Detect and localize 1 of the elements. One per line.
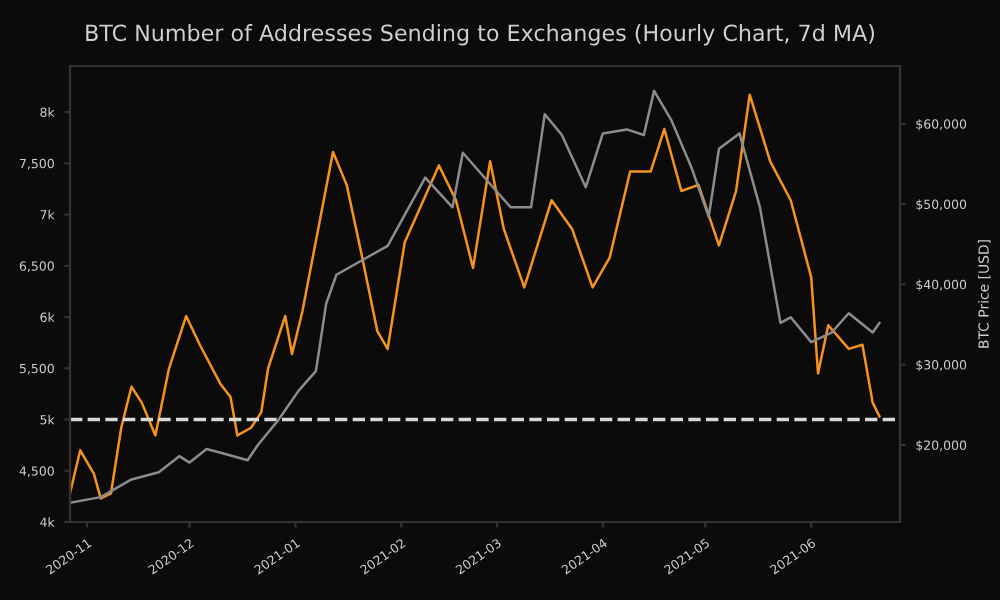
chart-title: BTC Number of Addresses Sending to Exchanges (Hourly Chart, 7d MA) <box>86 24 875 46</box>
